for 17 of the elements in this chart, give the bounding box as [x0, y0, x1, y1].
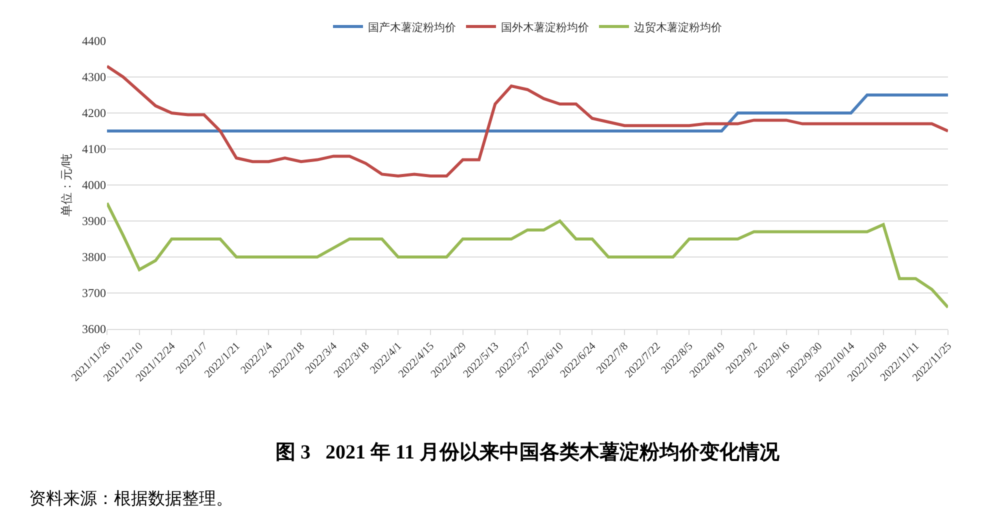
y-tick-label: 4300: [82, 70, 106, 84]
y-tick-label: 4400: [82, 34, 106, 48]
legend-label: 国产木薯淀粉均价: [368, 20, 456, 34]
text: 图 3 2021 年 11 月份以来中国各类木薯淀粉均价变化情况: [276, 440, 780, 464]
text: 资料来源：根据数据整理。: [29, 489, 233, 508]
y-tick-label: 4200: [82, 106, 106, 120]
y-tick-label: 3600: [82, 322, 106, 336]
y-tick-label: 4000: [82, 178, 106, 192]
y-tick-label: 3900: [82, 214, 106, 228]
y-tick-label: 3800: [82, 250, 106, 264]
line-series: [107, 64, 948, 178]
y-tick-label: 3700: [82, 286, 106, 300]
y-tick-label: 4100: [82, 142, 106, 156]
legend-label: 边贸木薯淀粉均价: [634, 20, 722, 34]
line-series: [107, 202, 948, 309]
y-axis-title: 单位：元/吨: [59, 153, 74, 217]
legend-label: 国外木薯淀粉均价: [501, 20, 589, 34]
